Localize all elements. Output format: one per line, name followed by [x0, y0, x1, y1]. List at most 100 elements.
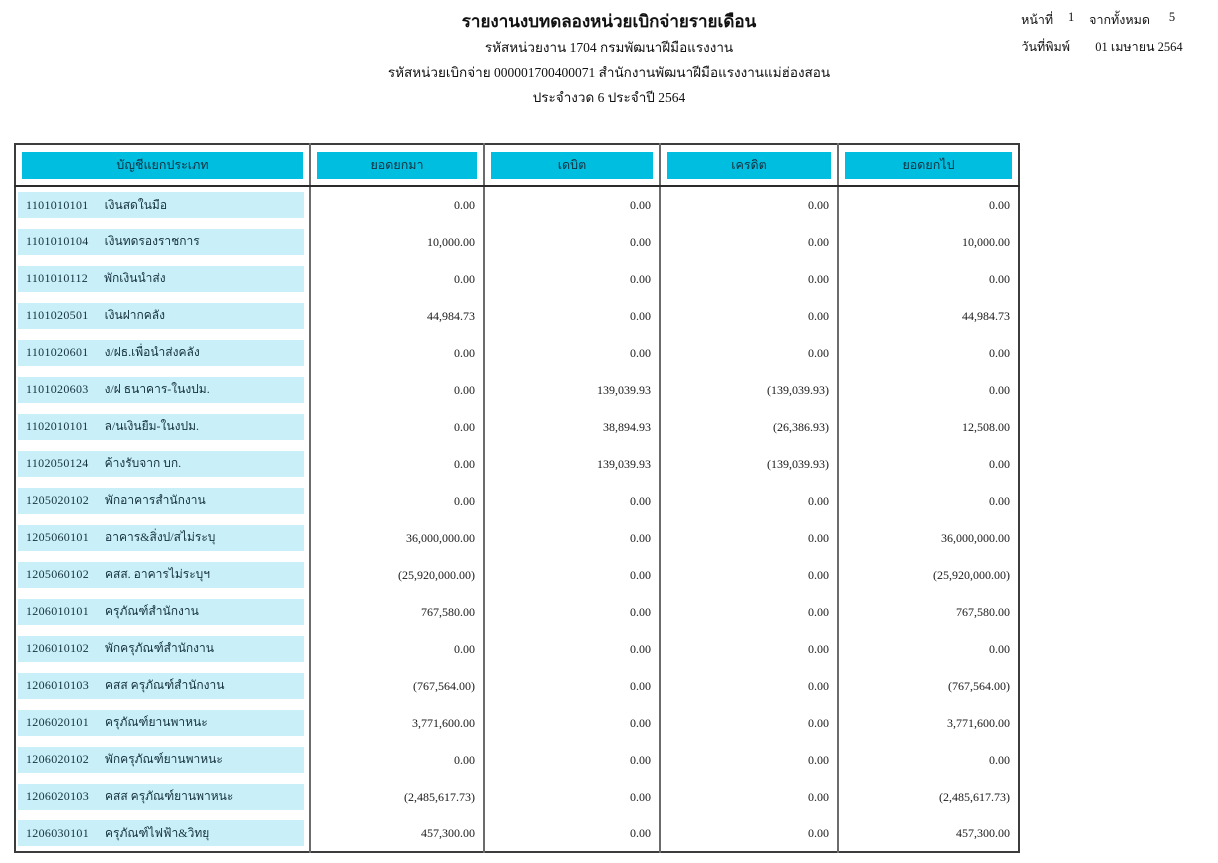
closing-balance-value: (25,920,000.00) [933, 567, 1010, 582]
debit-value-cell: 0.00 [484, 334, 661, 371]
disbursement-unit-line: รหัสหน่วยเบิกจ่าย 000001700400071 สำนักง… [387, 65, 831, 80]
account-strip: 1205020102 พักอาคารสำนักงาน [18, 487, 304, 514]
closing-balance-value-cell: 0.00 [838, 186, 1019, 223]
account-name: เงินฝากคลัง [104, 308, 166, 322]
table-row: 1205020102 พักอาคารสำนักงาน 0.00 0.00 0.00 0.… [15, 482, 1019, 519]
debit-value: 0.00 [630, 641, 651, 656]
period-line: ประจำงวด 6 ประจำปี 2564 [532, 90, 686, 105]
account-strip: 1102010101 ล/นเงินยืม-ในงปม. [18, 413, 304, 440]
debit-value-cell: 0.00 [484, 556, 661, 593]
credit-value-cell: (139,039.93) [660, 445, 839, 482]
closing-balance-value-cell: 0.00 [838, 445, 1019, 482]
account-strip: 1206010102 พักครุภัณฑ์สำนักงาน [18, 635, 304, 662]
table-row: 1101010101 เงินสดในมือ 0.00 0.00 0.00 0.00 [15, 186, 1019, 223]
account-code: 1206020103 [26, 789, 89, 803]
total-pages-label: จากทั้งหมด [1089, 13, 1150, 27]
account-strip: 1206030101 ครุภัณฑ์ไฟฟ้า&วิทยุ [18, 820, 304, 846]
credit-value: 0.00 [808, 493, 829, 508]
column-header-opening-balance: ยอดยกมา [310, 144, 485, 187]
debit-value: 0.00 [630, 530, 651, 545]
page-number: 1 [1068, 10, 1075, 24]
table-row: 1205060102 คสส. อาคารไม่ระบุฯ (25,920,000.… [15, 556, 1019, 593]
account-cell: 1206010101 ครุภัณฑ์สำนักงาน [15, 593, 311, 630]
column-header-debit: เดบิต [484, 144, 661, 187]
account-cell: 1206020102 พักครุภัณฑ์ยานพาหนะ [15, 741, 311, 778]
opening-balance-value: 0.00 [454, 198, 475, 212]
debit-value: 0.00 [630, 308, 651, 323]
credit-value: 0.00 [808, 826, 829, 840]
account-strip: 1206020101 ครุภัณฑ์ยานพาหนะ [18, 709, 304, 736]
account-name: ง/ฝ ธนาคาร-ในงปม. [104, 382, 210, 396]
closing-balance-value-cell: (2,485,617.73) [838, 778, 1019, 815]
table-row: 1101010112 พักเงินนำส่ง 0.00 0.00 0.00 0.00 [15, 260, 1019, 297]
table-row: 1101020601 ง/ฝธ.เพื่อนำส่งคลัง 0.00 0.00 0.0… [15, 334, 1019, 371]
debit-value: 0.00 [630, 567, 651, 582]
table-row: 1206010102 พักครุภัณฑ์สำนักงาน 0.00 0.00 0.0… [15, 630, 1019, 667]
debit-value: 0.00 [630, 752, 651, 767]
closing-balance-value: 0.00 [989, 345, 1010, 360]
credit-value-cell: 0.00 [660, 334, 839, 371]
opening-balance-value: 0.00 [454, 271, 475, 286]
column-header-label: ยอดยกมา [317, 151, 477, 179]
closing-balance-value-cell: 3,771,600.00 [838, 704, 1019, 741]
closing-balance-value: 0.00 [989, 456, 1010, 471]
account-name: พักครุภัณฑ์สำนักงาน [105, 641, 214, 655]
table-row: 1206020101 ครุภัณฑ์ยานพาหนะ 3,771,600.00 0.… [15, 704, 1019, 741]
opening-balance-value-cell: 0.00 [310, 630, 485, 667]
debit-value-cell: 0.00 [484, 186, 661, 223]
account-code: 1206010102 [26, 641, 89, 655]
closing-balance-value-cell: (25,920,000.00) [838, 556, 1019, 593]
debit-value-cell: 0.00 [484, 815, 661, 852]
print-date-label: วันที่พิมพ์ [1021, 40, 1070, 54]
closing-balance-value: 0.00 [989, 493, 1010, 508]
account-cell: 1101020501 เงินฝากคลัง [15, 297, 311, 334]
credit-value-cell: 0.00 [660, 630, 839, 667]
debit-value-cell: 139,039.93 [484, 371, 661, 408]
table-body: 1101010101 เงินสดในมือ 0.00 0.00 0.00 0.00 110… [15, 186, 1019, 852]
account-code: 1205060101 [26, 530, 89, 544]
total-pages: 5 [1168, 10, 1176, 24]
account-cell: 1102010101 ล/นเงินยืม-ในงปม. [15, 408, 311, 445]
opening-balance-value: 0.00 [454, 493, 475, 508]
debit-value-cell: 0.00 [484, 741, 661, 778]
opening-balance-value: (25,920,000.00) [398, 567, 475, 582]
opening-balance-value-cell: (25,920,000.00) [310, 556, 485, 593]
debit-value: 38,894.93 [603, 419, 651, 434]
opening-balance-value-cell: 0.00 [310, 482, 485, 519]
credit-value-cell: 0.00 [660, 667, 839, 704]
opening-balance-value-cell: 457,300.00 [310, 815, 485, 852]
account-cell: 1206020103 คสส ครุภัณฑ์ยานพาหนะ [15, 778, 311, 815]
opening-balance-value: 36,000,000.00 [406, 530, 475, 545]
credit-value-cell: 0.00 [660, 186, 839, 223]
account-strip: 1101010112 พักเงินนำส่ง [18, 265, 304, 292]
account-code: 1206010103 [26, 678, 89, 692]
account-code: 1206020102 [26, 752, 89, 766]
account-cell: 1205060101 อาคาร&สิ่งป/สไม่ระบุ [15, 519, 311, 556]
closing-balance-value: 3,771,600.00 [947, 715, 1010, 730]
account-name: ครุภัณฑ์ยานพาหนะ [105, 715, 208, 729]
credit-value-cell: 0.00 [660, 556, 839, 593]
opening-balance-value: 44,984.73 [427, 308, 475, 323]
debit-value-cell: 0.00 [484, 297, 661, 334]
opening-balance-value: 0.00 [454, 641, 475, 656]
trial-balance-table: บัญชีแยกประเภท ยอดยกมา เดบิต เครดิต ยอดย… [14, 143, 1020, 853]
column-header-label: บัญชีแยกประเภท [22, 151, 303, 179]
page-label: หน้าที่ [1021, 13, 1054, 27]
account-name: พักอาคารสำนักงาน [105, 493, 206, 507]
closing-balance-value: 457,300.00 [956, 826, 1010, 840]
opening-balance-value-cell: 0.00 [310, 186, 485, 223]
opening-balance-value: 0.00 [454, 419, 475, 434]
account-cell: 1206020101 ครุภัณฑ์ยานพาหนะ [15, 704, 311, 741]
account-strip: 1101010101 เงินสดในมือ [18, 192, 304, 218]
account-strip: 1101010104 เงินทดรองราชการ [18, 228, 304, 255]
credit-value-cell: 0.00 [660, 297, 839, 334]
account-strip: 1101020501 เงินฝากคลัง [18, 302, 304, 329]
closing-balance-value-cell: 0.00 [838, 630, 1019, 667]
table-row: 1101010104 เงินทดรองราชการ 10,000.00 0.00 0.… [15, 223, 1019, 260]
opening-balance-value: 0.00 [454, 382, 475, 397]
column-header-label: ยอดยกไป [845, 151, 1012, 179]
opening-balance-value-cell: 3,771,600.00 [310, 704, 485, 741]
credit-value-cell: 0.00 [660, 741, 839, 778]
closing-balance-value: 0.00 [989, 641, 1010, 656]
column-header-credit: เครดิต [660, 144, 839, 187]
